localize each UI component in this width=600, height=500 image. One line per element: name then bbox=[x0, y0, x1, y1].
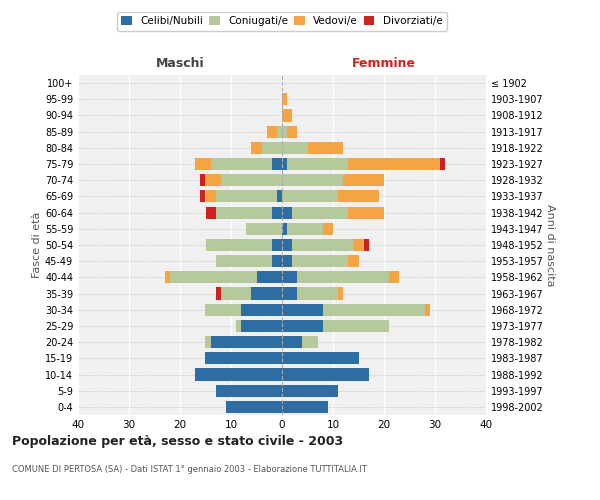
Bar bbox=[221, 174, 282, 186]
Bar bbox=[277, 190, 282, 202]
Bar bbox=[282, 384, 338, 397]
Bar bbox=[338, 288, 343, 300]
Bar bbox=[292, 255, 349, 268]
Bar bbox=[221, 288, 251, 300]
Bar bbox=[287, 158, 349, 170]
Bar bbox=[353, 239, 364, 251]
Bar bbox=[323, 222, 333, 235]
Bar bbox=[241, 304, 282, 316]
Bar bbox=[206, 206, 216, 218]
Bar bbox=[282, 158, 287, 170]
Bar bbox=[216, 255, 272, 268]
Bar bbox=[277, 126, 282, 138]
Bar bbox=[282, 206, 292, 218]
Bar bbox=[282, 126, 287, 138]
Bar bbox=[389, 272, 400, 283]
Bar bbox=[206, 190, 216, 202]
Bar bbox=[282, 320, 323, 332]
Bar bbox=[282, 272, 298, 283]
Bar bbox=[216, 288, 221, 300]
Bar bbox=[206, 239, 272, 251]
Bar bbox=[206, 304, 241, 316]
Bar bbox=[251, 142, 262, 154]
Bar bbox=[257, 272, 282, 283]
Bar bbox=[349, 206, 384, 218]
Text: Maschi: Maschi bbox=[155, 57, 205, 70]
Legend: Celibi/Nubili, Coniugati/e, Vedovi/e, Divorziati/e: Celibi/Nubili, Coniugati/e, Vedovi/e, Di… bbox=[117, 12, 447, 30]
Bar bbox=[211, 158, 272, 170]
Bar bbox=[282, 110, 292, 122]
Bar bbox=[302, 336, 318, 348]
Bar bbox=[282, 368, 369, 380]
Bar bbox=[267, 126, 277, 138]
Bar bbox=[241, 320, 282, 332]
Bar bbox=[282, 190, 338, 202]
Text: Femmine: Femmine bbox=[352, 57, 416, 70]
Text: Popolazione per età, sesso e stato civile - 2003: Popolazione per età, sesso e stato civil… bbox=[12, 435, 343, 448]
Bar bbox=[272, 206, 282, 218]
Bar bbox=[282, 142, 308, 154]
Bar bbox=[282, 352, 359, 364]
Bar bbox=[206, 174, 221, 186]
Bar bbox=[425, 304, 430, 316]
Bar bbox=[226, 401, 282, 413]
Bar bbox=[308, 142, 343, 154]
Bar bbox=[282, 93, 287, 106]
Bar bbox=[251, 288, 282, 300]
Bar bbox=[272, 158, 282, 170]
Bar bbox=[298, 272, 389, 283]
Bar bbox=[282, 255, 292, 268]
Bar bbox=[170, 272, 257, 283]
Bar bbox=[298, 288, 338, 300]
Bar bbox=[216, 384, 282, 397]
Bar bbox=[323, 320, 389, 332]
Bar bbox=[164, 272, 170, 283]
Bar bbox=[200, 174, 206, 186]
Bar bbox=[282, 239, 292, 251]
Bar bbox=[211, 336, 282, 348]
Bar bbox=[287, 126, 298, 138]
Bar bbox=[349, 255, 359, 268]
Bar bbox=[236, 320, 241, 332]
Bar bbox=[282, 174, 343, 186]
Bar bbox=[216, 190, 277, 202]
Bar bbox=[200, 190, 206, 202]
Bar bbox=[282, 401, 328, 413]
Bar bbox=[282, 336, 302, 348]
Bar bbox=[206, 352, 282, 364]
Bar bbox=[216, 206, 272, 218]
Bar bbox=[323, 304, 425, 316]
Y-axis label: Anni di nascita: Anni di nascita bbox=[545, 204, 555, 286]
Bar bbox=[440, 158, 445, 170]
Bar bbox=[272, 255, 282, 268]
Bar bbox=[364, 239, 369, 251]
Bar bbox=[287, 222, 323, 235]
Bar bbox=[282, 222, 287, 235]
Bar bbox=[282, 288, 298, 300]
Bar bbox=[349, 158, 440, 170]
Bar bbox=[272, 239, 282, 251]
Y-axis label: Fasce di età: Fasce di età bbox=[32, 212, 42, 278]
Text: COMUNE DI PERTOSA (SA) - Dati ISTAT 1° gennaio 2003 - Elaborazione TUTTITALIA.IT: COMUNE DI PERTOSA (SA) - Dati ISTAT 1° g… bbox=[12, 465, 367, 474]
Bar bbox=[206, 336, 211, 348]
Bar bbox=[262, 142, 282, 154]
Bar bbox=[338, 190, 379, 202]
Bar bbox=[196, 368, 282, 380]
Bar bbox=[196, 158, 211, 170]
Bar bbox=[247, 222, 282, 235]
Bar bbox=[282, 304, 323, 316]
Bar bbox=[292, 206, 349, 218]
Bar bbox=[292, 239, 353, 251]
Bar bbox=[343, 174, 384, 186]
